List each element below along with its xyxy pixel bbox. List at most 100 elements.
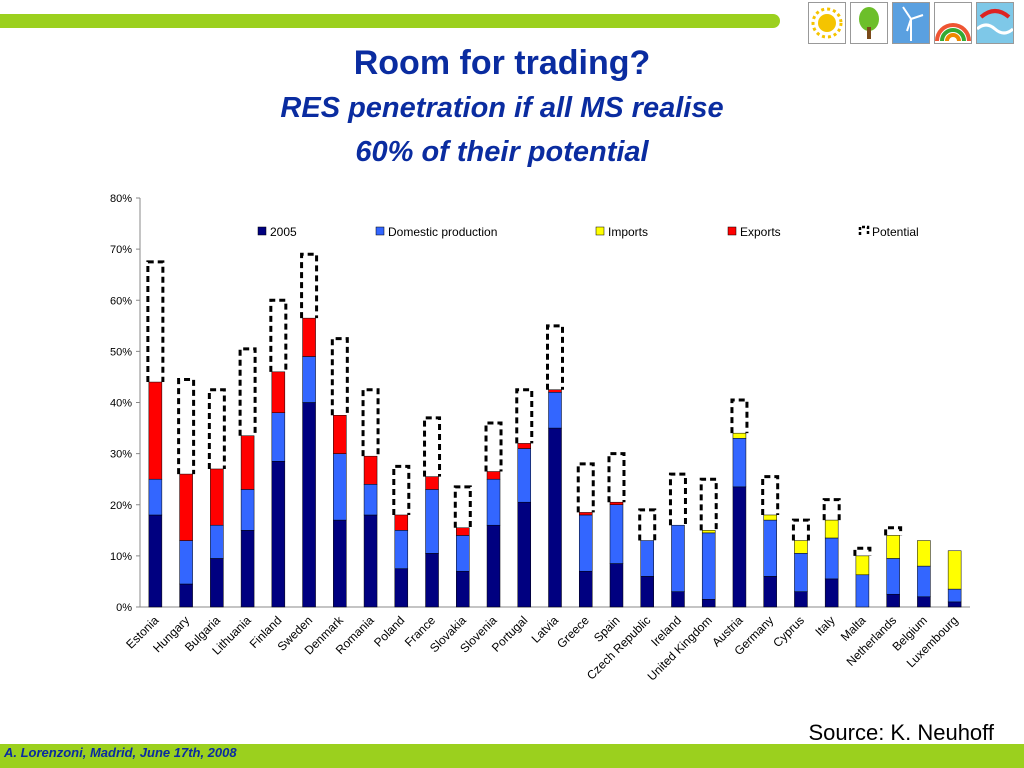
y-tick-label: 10% <box>110 551 132 563</box>
bar-2005 <box>886 593 900 608</box>
bar-2005 <box>179 583 193 608</box>
sun-logo-icon <box>808 2 846 44</box>
y-tick-label: 80% <box>110 193 132 205</box>
bar-domestic-production <box>763 519 777 577</box>
bar-domestic-production <box>456 535 470 572</box>
potential-marker <box>699 477 718 531</box>
bottom-accent-bar <box>0 744 1024 768</box>
bar-imports <box>763 514 777 521</box>
bar-domestic-production <box>486 478 501 526</box>
potential-marker <box>515 388 534 444</box>
bar-exports <box>609 501 624 506</box>
bar-domestic-production <box>947 588 962 603</box>
wave-logo-icon <box>976 2 1014 44</box>
bar-2005 <box>486 524 501 608</box>
bar-exports <box>210 468 224 526</box>
potential-marker <box>330 337 349 416</box>
legend-swatch <box>595 226 605 236</box>
bar-exports <box>394 514 409 531</box>
bar-domestic-production <box>210 524 224 559</box>
y-tick-label: 70% <box>110 244 132 256</box>
bar-2005 <box>517 501 532 608</box>
x-category-label: Poland <box>371 613 407 649</box>
bar-2005 <box>671 591 685 608</box>
bar-domestic-production <box>333 453 347 521</box>
bar-domestic-production <box>302 356 316 403</box>
potential-marker <box>546 324 564 390</box>
bar-2005 <box>456 570 470 608</box>
bar-2005 <box>794 591 808 608</box>
x-category-label: Cyprus <box>770 613 807 650</box>
bar-2005 <box>917 596 931 608</box>
potential-marker <box>884 526 903 536</box>
y-tick-label: 20% <box>110 500 132 512</box>
bar-exports <box>456 527 470 536</box>
potential-marker <box>392 464 411 515</box>
source-note: Source: K. Neuhoff <box>808 720 995 745</box>
bar-exports <box>271 371 286 413</box>
bar-domestic-production <box>425 489 439 554</box>
bar-domestic-production <box>148 478 163 516</box>
potential-marker <box>791 518 810 541</box>
bar-imports <box>732 432 747 439</box>
bar-2005 <box>548 427 562 608</box>
slide-subtitle-line-1: RES penetration if all MS realise <box>280 92 724 124</box>
legend-swatch <box>858 225 870 235</box>
bar-imports <box>917 540 931 567</box>
bar-domestic-production <box>179 540 193 585</box>
legend-swatch <box>375 226 385 236</box>
potential-marker <box>484 421 503 472</box>
logo-strip <box>808 2 1014 44</box>
potential-marker <box>730 398 749 434</box>
top-accent-bar <box>0 14 780 28</box>
bar-imports <box>855 555 870 576</box>
bar-domestic-production <box>240 489 255 531</box>
potential-marker <box>576 462 595 513</box>
bar-imports <box>947 550 962 590</box>
bar-2005 <box>578 570 593 608</box>
x-category-label: Italy <box>812 613 837 638</box>
y-tick-label: 0% <box>116 602 132 614</box>
bar-domestic-production <box>824 537 839 580</box>
bar-domestic-production <box>578 514 593 572</box>
legend-label: Imports <box>608 225 648 239</box>
potential-marker <box>822 498 841 521</box>
bar-2005 <box>425 553 439 608</box>
y-tick-label: 60% <box>110 295 132 307</box>
bar-domestic-production <box>640 540 654 577</box>
potential-marker <box>853 546 872 556</box>
bar-domestic-production <box>701 532 716 600</box>
bar-2005 <box>302 402 316 608</box>
bar-exports <box>333 415 347 454</box>
tree-logo-icon <box>850 2 888 44</box>
rainbow-logo-icon <box>934 2 972 44</box>
bar-2005 <box>394 568 409 608</box>
bar-2005 <box>148 514 163 608</box>
potential-marker <box>238 347 257 436</box>
bar-exports <box>148 381 163 480</box>
legend-swatch <box>727 226 737 236</box>
potential-marker <box>453 485 472 528</box>
potential-marker <box>668 472 687 526</box>
legend-label: 2005 <box>270 225 297 239</box>
legend-label: Exports <box>740 225 781 239</box>
bar-2005 <box>640 576 654 608</box>
bar-domestic-production <box>886 558 900 595</box>
potential-marker <box>638 508 657 541</box>
bar-2005 <box>333 519 347 608</box>
bar-domestic-production <box>394 530 409 569</box>
bar-exports <box>240 435 255 490</box>
wind-turbine-logo-icon <box>892 2 930 44</box>
bar-exports <box>302 317 316 357</box>
y-tick-label: 40% <box>110 398 132 410</box>
bar-2005 <box>271 461 286 608</box>
bar-2005 <box>701 599 716 608</box>
potential-marker <box>269 298 288 372</box>
bar-imports <box>824 519 839 539</box>
bar-domestic-production <box>732 438 747 488</box>
bar-domestic-production <box>794 553 808 592</box>
potential-marker <box>146 260 165 383</box>
bar-2005 <box>210 558 224 608</box>
bar-exports <box>363 455 378 485</box>
res-penetration-chart: 0%10%20%30%40%50%60%70%80%EstoniaHungary… <box>110 193 970 684</box>
